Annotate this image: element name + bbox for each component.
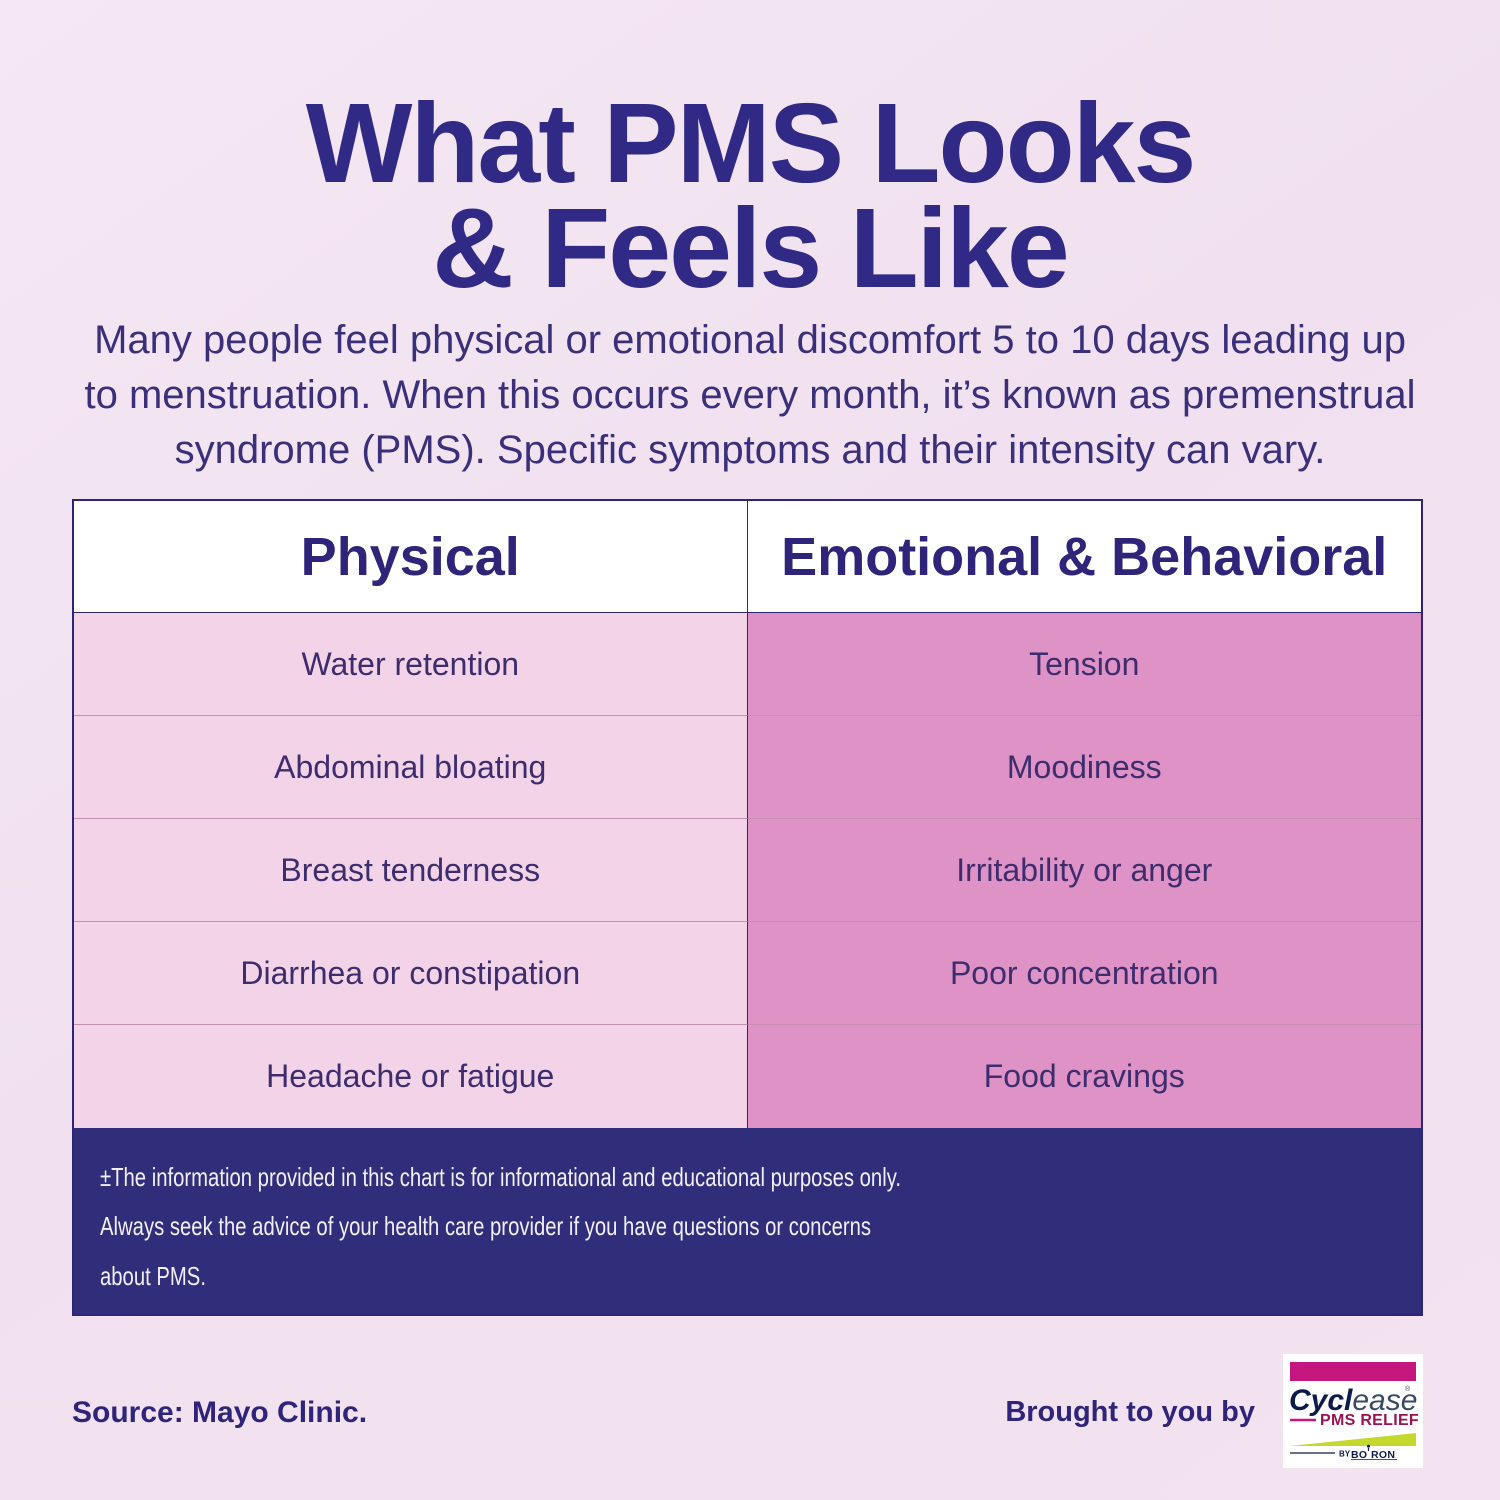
svg-text:BY: BY [1339,1450,1351,1459]
svg-text:®: ® [1405,1385,1411,1393]
svg-text:PMS RELIEF: PMS RELIEF [1320,1412,1419,1429]
